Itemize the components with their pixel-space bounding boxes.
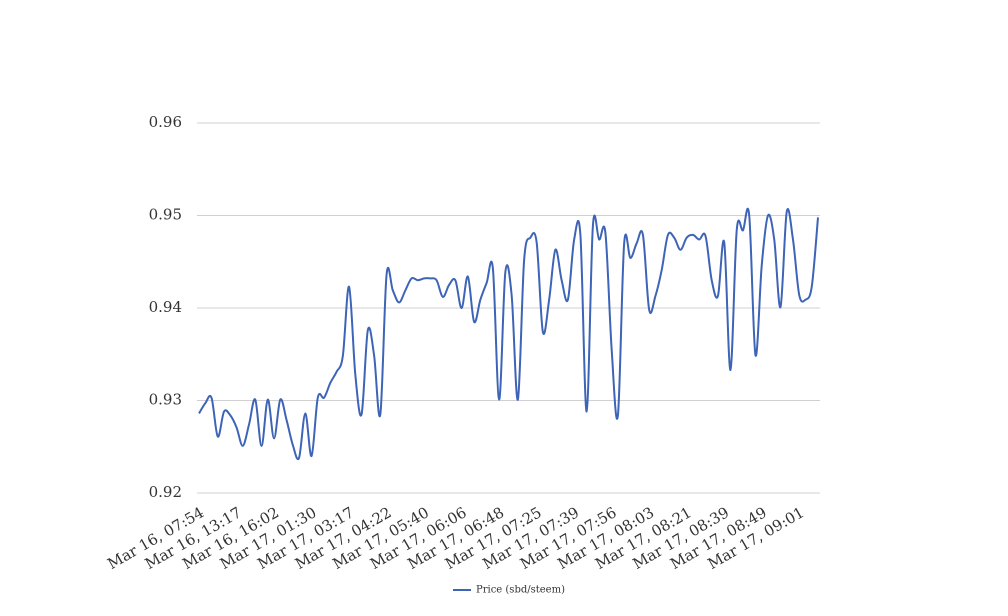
y-tick-label: 0.94	[149, 298, 182, 316]
y-tick-label: 0.93	[149, 391, 182, 409]
y-tick-label: 0.95	[149, 206, 182, 224]
y-tick-label: 0.96	[149, 113, 182, 131]
y-tick-label: 0.92	[149, 483, 182, 501]
legend-label: Price (sbd/steem)	[476, 585, 565, 596]
price-line	[198, 207, 819, 461]
